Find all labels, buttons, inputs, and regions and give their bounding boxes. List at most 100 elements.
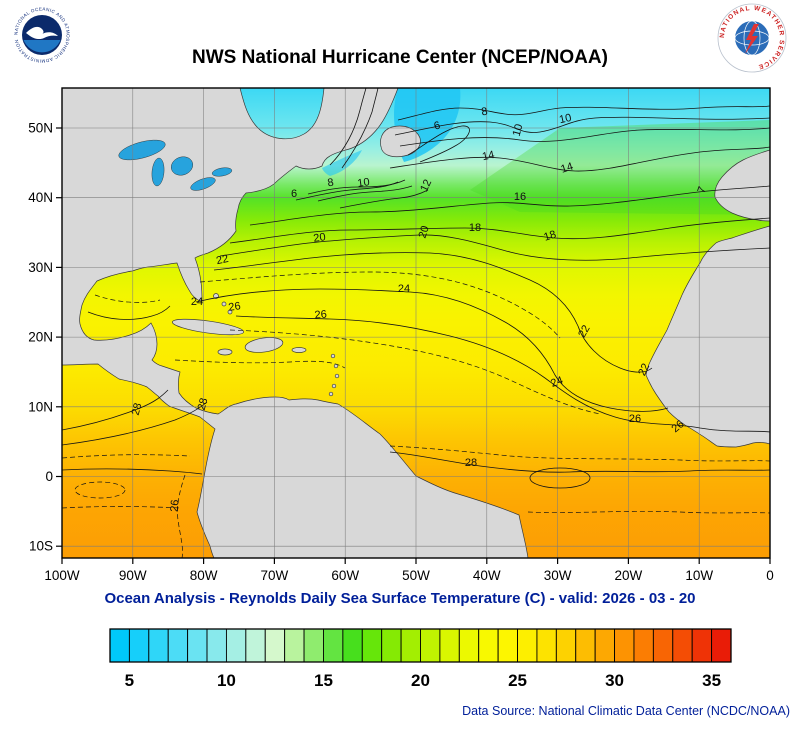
noaa-emblem-sea	[23, 40, 61, 53]
contour-line	[219, 234, 770, 261]
newfoundland-island	[380, 125, 421, 158]
contour-line	[235, 315, 770, 433]
contour-value-label: 7	[695, 185, 708, 195]
longitude-tick-label: 10W	[685, 568, 713, 583]
contour-value-label: 28	[465, 457, 477, 469]
contour-line	[317, 185, 413, 202]
longitude-tick-label: 100W	[44, 568, 80, 583]
contour-value-label: 18	[542, 229, 557, 244]
colorbar-cell	[342, 628, 363, 663]
longitude-tick-label: 40W	[473, 568, 501, 583]
lake-erie	[190, 177, 216, 191]
colorbar-cell	[517, 628, 538, 663]
sst-colorbar: 5 10 15 20 25 30 35	[109, 628, 732, 690]
africa-landmass	[645, 225, 770, 448]
contour-value-label: 20	[417, 224, 432, 239]
colorbar-cell	[264, 628, 286, 663]
colorbar-tick-label: 20	[411, 671, 430, 690]
contour-line	[295, 181, 399, 201]
contour-value-label: 22	[215, 253, 229, 267]
data-source-note: Data Source: National Climatic Data Cent…	[462, 704, 790, 718]
colorbar-cell	[594, 628, 616, 663]
colorbar-cell	[381, 628, 402, 663]
latitude-tick-label: 0	[45, 469, 53, 484]
colorbar-cell	[478, 628, 499, 663]
contour-line	[229, 329, 601, 415]
latitude-tick-label: 30N	[28, 260, 53, 275]
colorbar-cell	[225, 628, 247, 663]
lake-ontario	[211, 167, 233, 177]
contour-value-label: 14	[481, 149, 495, 163]
colorbar-cell	[420, 628, 441, 663]
colorbar-cell	[187, 628, 208, 663]
contour-line	[389, 146, 770, 172]
contour-line	[87, 305, 171, 320]
contour-value-label: 24	[549, 374, 565, 389]
latitude-tick-label: 20N	[28, 330, 53, 345]
contour-value-label: 10	[511, 123, 526, 138]
colorbar-border	[109, 628, 732, 663]
contour-line	[195, 288, 669, 412]
hispaniola-island	[244, 337, 284, 353]
contour-line	[199, 271, 561, 339]
colorbar-cell	[206, 628, 227, 663]
sst-contour-labels: 6 8 10 10 14 14 6 8 10 12 16 7 18 18 20 20 22 22 22 24 26 26 2…	[130, 106, 709, 513]
longitude-tick-label: 50W	[402, 568, 430, 583]
contour-line	[407, 125, 470, 163]
colorbar-cell	[652, 628, 674, 663]
graticule-grid	[62, 88, 770, 558]
colorbar-cell	[284, 628, 305, 663]
colorbar-tick-label: 15	[314, 671, 333, 690]
latitude-tick-label: 40N	[28, 190, 53, 205]
lake-michigan	[151, 157, 165, 187]
lake-superior	[118, 139, 166, 161]
contour-value-label: 12	[418, 178, 434, 194]
colorbar-cell	[109, 628, 130, 663]
contour-value-label: 14	[559, 161, 574, 176]
page-title: NWS National Hurricane Center (NCEP/NOAA…	[192, 47, 608, 68]
colorbar-cell	[691, 628, 713, 663]
noaa-logo: NATIONAL OCEANIC AND ATMOSPHERIC ADMINIS…	[13, 6, 70, 63]
contour-value-label: 10	[357, 176, 371, 190]
latitude-tick-label: 10N	[28, 399, 53, 414]
axis-tick-labels: 100W 90W 80W 70W 60W 50W 40W 30W 20W 10W 0 50N 40N 30…	[28, 121, 774, 584]
contour-line	[62, 454, 191, 459]
latitude-tick-label: 10S	[29, 539, 53, 554]
bahamas-island	[221, 301, 227, 307]
contour-line	[62, 506, 181, 509]
contour-value-label: 24	[191, 296, 203, 308]
contour-line	[389, 445, 770, 462]
contour-line	[62, 401, 208, 446]
longitude-tick-label: 60W	[331, 568, 359, 583]
colorbar-cell	[303, 628, 324, 663]
colorbar-cell	[458, 628, 480, 663]
contour-line	[229, 217, 770, 244]
nova-scotia-cold-water	[322, 150, 362, 176]
contour-value-label: 6	[433, 120, 442, 133]
map-caption: Ocean Analysis - Reynolds Daily Sea Surf…	[104, 590, 696, 607]
colorbar-cell	[575, 628, 596, 663]
contour-line	[94, 294, 161, 303]
north-central-south-america-landmass	[62, 88, 529, 558]
colorbar-cell	[614, 628, 635, 663]
contour-value-label: 8	[480, 106, 488, 119]
contour-value-label: 26	[314, 309, 327, 322]
colorbar-cell	[439, 628, 460, 663]
longitude-tick-label: 30W	[544, 568, 572, 583]
jamaica-island	[217, 348, 233, 356]
northeast-warm-tongue	[470, 120, 770, 215]
colorbar-cell	[148, 628, 169, 663]
contour-value-label: 22	[636, 362, 652, 378]
latitude-tick-label: 50N	[28, 121, 53, 136]
antilles-island	[331, 383, 337, 389]
noaa-seagull-icon	[26, 26, 58, 40]
colorbar-tick-label: 10	[217, 671, 236, 690]
contour-value-label: 8	[327, 177, 335, 190]
nws-lightning-bolt-icon	[745, 24, 759, 54]
colorbar-tick-label: 25	[508, 671, 527, 690]
contour-line	[307, 179, 406, 195]
colorbar-cell	[633, 628, 654, 663]
colorbar-cell	[167, 628, 189, 663]
contour-line	[394, 116, 770, 136]
